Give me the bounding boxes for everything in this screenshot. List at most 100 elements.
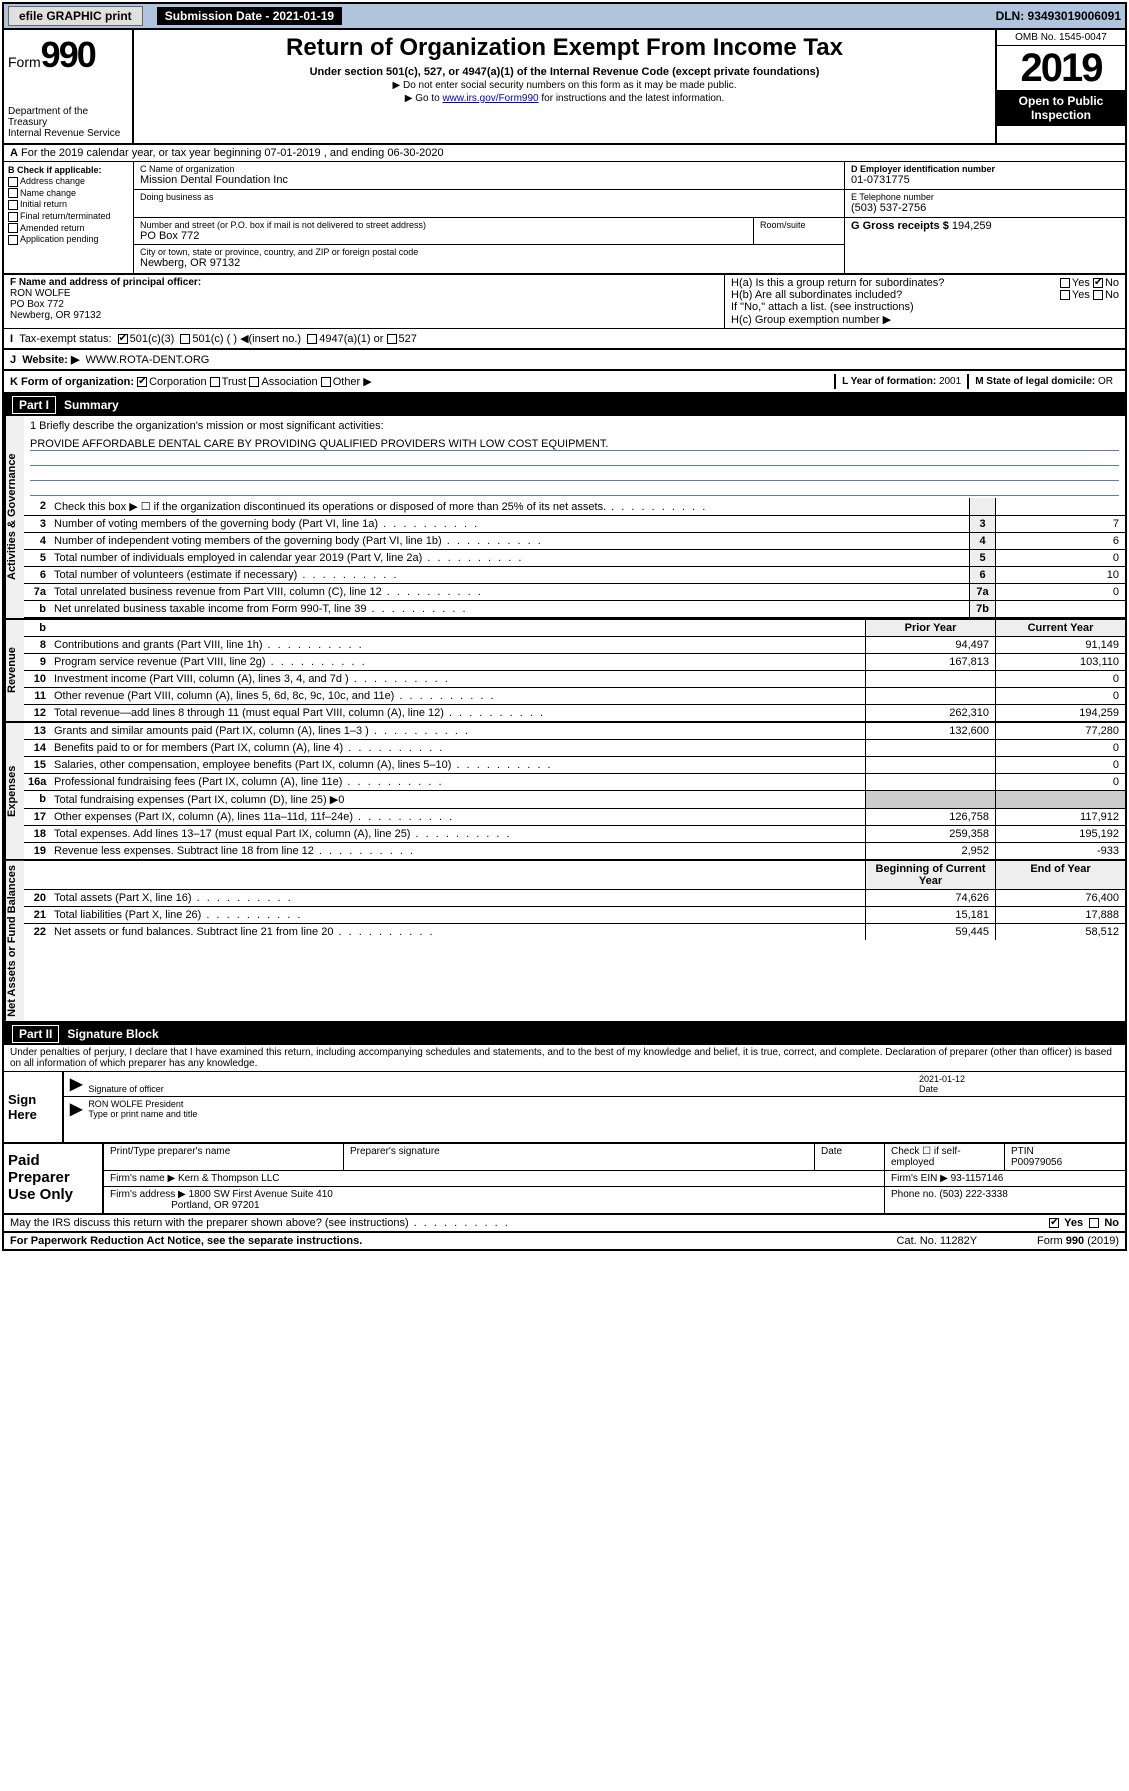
lbl-name-change: Name change bbox=[20, 188, 76, 198]
chk-amended[interactable] bbox=[8, 223, 18, 233]
efile-print-button[interactable]: efile GRAPHIC print bbox=[8, 6, 143, 26]
gross: 194,259 bbox=[952, 220, 992, 232]
discuss-yes[interactable] bbox=[1049, 1218, 1059, 1228]
line-amt: 7 bbox=[995, 516, 1125, 532]
sig-name-label: Type or print name and title bbox=[88, 1109, 1119, 1119]
line-desc: Professional fundraising fees (Part IX, … bbox=[50, 774, 865, 790]
phone-cell: E Telephone number (503) 537-2756 bbox=[845, 190, 1125, 218]
line: 17 Other expenses (Part IX, column (A), … bbox=[24, 809, 1125, 826]
opt-501c: 501(c) ( ) ◀(insert no.) bbox=[192, 332, 301, 345]
yes-label: Yes bbox=[1064, 1217, 1083, 1229]
line: 20 Total assets (Part X, line 16) 74,626… bbox=[24, 890, 1125, 907]
chk-pending[interactable] bbox=[8, 235, 18, 245]
firm-addr2: Portland, OR 97201 bbox=[171, 1200, 259, 1211]
lbl-pending: Application pending bbox=[20, 234, 99, 244]
na-py-header: Beginning of Current Year bbox=[865, 861, 995, 889]
line-num: 6 bbox=[24, 567, 50, 583]
prep-self-h: Check ☐ if self-employed bbox=[885, 1144, 1005, 1170]
line-num: 17 bbox=[24, 809, 50, 825]
opt-501c3: 501(c)(3) bbox=[130, 333, 175, 345]
lbl-initial: Initial return bbox=[20, 199, 67, 209]
top-bar: efile GRAPHIC print Submission Date - 20… bbox=[4, 4, 1125, 30]
chk-501c3[interactable] bbox=[118, 334, 128, 344]
chk-name-change[interactable] bbox=[8, 188, 18, 198]
line: 8 Contributions and grants (Part VIII, l… bbox=[24, 637, 1125, 654]
rev-header: b Prior Year Current Year bbox=[24, 620, 1125, 637]
line-py: 74,626 bbox=[865, 890, 995, 906]
line-num: 10 bbox=[24, 671, 50, 687]
line-box: 7b bbox=[969, 601, 995, 617]
na-cy-header: End of Year bbox=[995, 861, 1125, 889]
firm-phone-label: Phone no. bbox=[891, 1189, 937, 1200]
cy-header: Current Year bbox=[995, 620, 1125, 636]
line-cy bbox=[995, 791, 1125, 808]
chk-final[interactable] bbox=[8, 212, 18, 222]
ha-yes[interactable] bbox=[1060, 278, 1070, 288]
footer-bottom: For Paperwork Reduction Act Notice, see … bbox=[4, 1233, 1125, 1249]
form-header: Form990 Department of the Treasury Inter… bbox=[4, 30, 1125, 145]
hb-no[interactable] bbox=[1093, 290, 1103, 300]
chk-trust[interactable] bbox=[210, 377, 220, 387]
chk-corp[interactable] bbox=[137, 377, 147, 387]
gross-label: G Gross receipts $ bbox=[851, 220, 949, 232]
part2-header: Part II Signature Block bbox=[4, 1023, 1125, 1045]
line: 9 Program service revenue (Part VIII, li… bbox=[24, 654, 1125, 671]
line-num: 2 bbox=[24, 498, 50, 515]
ha-no[interactable] bbox=[1093, 278, 1103, 288]
line-py: 132,600 bbox=[865, 723, 995, 739]
chk-address-change[interactable] bbox=[8, 177, 18, 187]
gov-line: 7a Total unrelated business revenue from… bbox=[24, 584, 1125, 601]
row-j: J Website: ▶ WWW.ROTA-DENT.ORG bbox=[4, 350, 1125, 371]
exp-lines: 13 Grants and similar amounts paid (Part… bbox=[24, 723, 1125, 859]
opt-assoc: Association bbox=[261, 376, 317, 388]
line-py: 15,181 bbox=[865, 907, 995, 923]
opt-trust: Trust bbox=[222, 376, 247, 388]
governance-section: Activities & Governance 1 Briefly descri… bbox=[4, 416, 1125, 620]
paid-row3: Firm's address ▶ 1800 SW First Avenue Su… bbox=[104, 1187, 1125, 1213]
vtab-revenue: Revenue bbox=[4, 620, 24, 721]
discuss-no[interactable] bbox=[1089, 1218, 1099, 1228]
line-py: 167,813 bbox=[865, 654, 995, 670]
line-py: 259,358 bbox=[865, 826, 995, 842]
line-py bbox=[865, 740, 995, 756]
line-desc: Contributions and grants (Part VIII, lin… bbox=[50, 637, 865, 653]
line-desc: Benefits paid to or for members (Part IX… bbox=[50, 740, 865, 756]
line-cy: 117,912 bbox=[995, 809, 1125, 825]
mission-q: 1 Briefly describe the organization's mi… bbox=[24, 416, 1125, 436]
line-cy: 0 bbox=[995, 688, 1125, 704]
line-desc: Total number of individuals employed in … bbox=[50, 550, 969, 566]
hb-text: H(b) Are all subordinates included? bbox=[731, 289, 902, 301]
addr-row: Number and street (or P.O. box if mail i… bbox=[134, 218, 844, 245]
line-desc: Number of independent voting members of … bbox=[50, 533, 969, 549]
chk-assoc[interactable] bbox=[249, 377, 259, 387]
chk-initial[interactable] bbox=[8, 200, 18, 210]
omb-number: OMB No. 1545-0047 bbox=[997, 30, 1125, 46]
irs-link[interactable]: www.irs.gov/Form990 bbox=[442, 93, 538, 104]
block-b: B Check if applicable: Address change Na… bbox=[4, 162, 134, 273]
ein-val2: 93-1157146 bbox=[951, 1173, 1004, 1184]
chk-4947[interactable] bbox=[307, 334, 317, 344]
line: 14 Benefits paid to or for members (Part… bbox=[24, 740, 1125, 757]
line-desc: Salaries, other compensation, employee b… bbox=[50, 757, 865, 773]
ptin-label: PTIN bbox=[1011, 1146, 1119, 1157]
line-num: 4 bbox=[24, 533, 50, 549]
line-py bbox=[865, 671, 995, 687]
period-text: For the 2019 calendar year, or tax year … bbox=[21, 147, 444, 159]
line: 18 Total expenses. Add lines 13–17 (must… bbox=[24, 826, 1125, 843]
chk-527[interactable] bbox=[387, 334, 397, 344]
line-desc: Number of voting members of the governin… bbox=[50, 516, 969, 532]
chk-other[interactable] bbox=[321, 377, 331, 387]
line-py: 126,758 bbox=[865, 809, 995, 825]
ein-cell: D Employer identification number 01-0731… bbox=[845, 162, 1125, 190]
ha: H(a) Is this a group return for subordin… bbox=[731, 277, 1119, 289]
header-left: Form990 Department of the Treasury Inter… bbox=[4, 30, 134, 143]
hb-yes[interactable] bbox=[1060, 290, 1070, 300]
mission-blank3 bbox=[30, 483, 1119, 496]
line-num: 13 bbox=[24, 723, 50, 739]
gov-body: 1 Briefly describe the organization's mi… bbox=[24, 416, 1125, 618]
sig-officer: Signature of officer bbox=[88, 1074, 919, 1094]
chk-501c[interactable] bbox=[180, 334, 190, 344]
m-label: M State of legal domicile: bbox=[975, 376, 1095, 387]
block-bcde: B Check if applicable: Address change Na… bbox=[4, 162, 1125, 275]
sig-date-label: Date bbox=[919, 1084, 1119, 1094]
